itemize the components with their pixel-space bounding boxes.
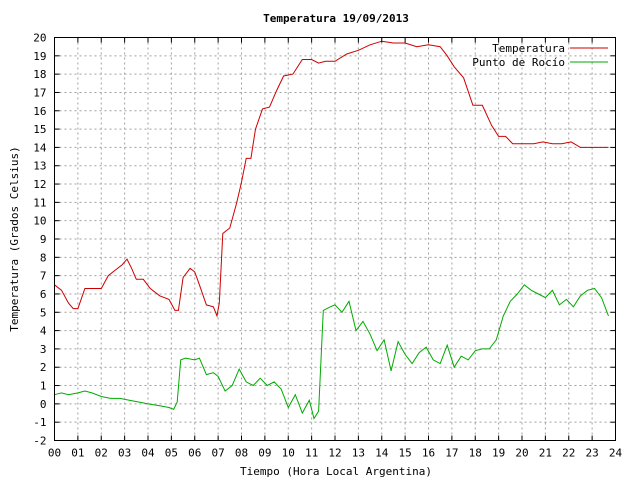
x-tick-label: 22 <box>562 447 575 460</box>
y-tick-label: 3 <box>40 343 47 356</box>
y-tick-label: 20 <box>33 32 46 45</box>
legend-label: Punto de Rocío <box>472 56 565 69</box>
y-tick-label: 1 <box>40 380 47 393</box>
x-tick-label: 19 <box>492 447 505 460</box>
y-tick-label: 15 <box>33 123 46 136</box>
x-tick-label: 06 <box>188 447 201 460</box>
x-tick-label: 01 <box>71 447 84 460</box>
x-tick-label: 05 <box>165 447 178 460</box>
x-tick-label: 00 <box>48 447 61 460</box>
y-tick-label: 14 <box>33 141 47 154</box>
x-tick-label: 21 <box>539 447 552 460</box>
y-tick-label: 17 <box>33 86 46 99</box>
x-tick-label: 07 <box>212 447 225 460</box>
x-tick-label: 14 <box>375 447 389 460</box>
x-tick-label: 23 <box>586 447 599 460</box>
y-tick-label: -2 <box>33 435 46 448</box>
y-tick-label: 11 <box>33 196 46 209</box>
y-tick-label: 5 <box>40 306 47 319</box>
x-tick-label: 03 <box>118 447 131 460</box>
x-tick-label: 08 <box>235 447 248 460</box>
legend-label: Temperatura <box>492 42 565 55</box>
x-tick-label: 12 <box>328 447 341 460</box>
x-axis-label: Tiempo (Hora Local Argentina) <box>240 465 432 478</box>
x-tick-label: 20 <box>515 447 528 460</box>
y-tick-label: 2 <box>40 361 47 374</box>
y-tick-label: 19 <box>33 50 46 63</box>
series-line-punto-de-rocio <box>54 284 609 420</box>
x-tick-label: 15 <box>399 447 412 460</box>
y-tick-label: 0 <box>40 398 47 411</box>
x-tick-label: 18 <box>469 447 482 460</box>
y-tick-label: 4 <box>40 325 47 338</box>
x-tick-label: 24 <box>609 447 623 460</box>
y-tick-label: 13 <box>33 160 46 173</box>
series-line-temperatura <box>54 40 609 318</box>
y-axis-label: Temperatura (Grados Celsius) <box>8 146 21 331</box>
y-tick-label: 9 <box>40 233 47 246</box>
x-tick-label: 04 <box>141 447 155 460</box>
chart-title: Temperatura 19/09/2013 <box>263 12 409 25</box>
x-tick-label: 09 <box>258 447 271 460</box>
y-tick-label: 6 <box>40 288 47 301</box>
y-tick-label: 10 <box>33 215 46 228</box>
y-tick-label: 12 <box>33 178 46 191</box>
x-tick-label: 13 <box>352 447 365 460</box>
y-tick-label: 16 <box>33 105 46 118</box>
y-tick-label: 7 <box>40 270 47 283</box>
grid <box>54 37 616 441</box>
x-tick-label: 16 <box>422 447 435 460</box>
x-tick-label: 17 <box>445 447 458 460</box>
x-tick-label: 02 <box>95 447 108 460</box>
y-tick-label: 8 <box>40 251 47 264</box>
x-tick-label: 11 <box>305 447 318 460</box>
series-layer <box>54 40 609 420</box>
y-tick-label: 18 <box>33 68 46 81</box>
y-tick-label: -1 <box>33 416 46 429</box>
x-tick-label: 10 <box>282 447 295 460</box>
